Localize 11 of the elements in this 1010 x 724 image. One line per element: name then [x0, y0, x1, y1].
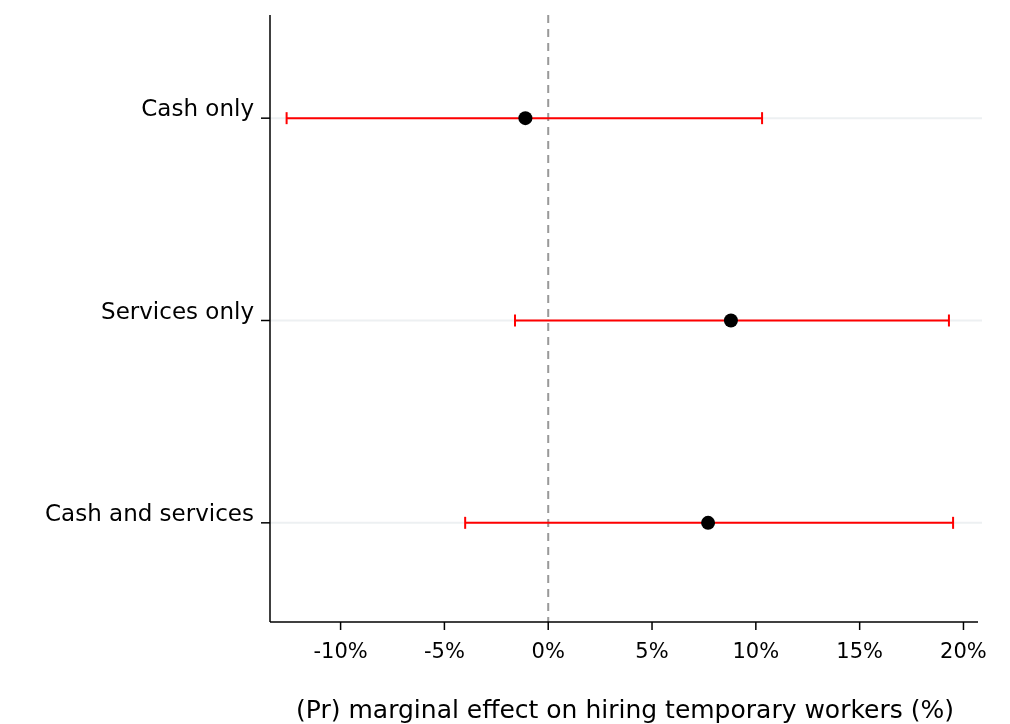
x-tick-label: -10% — [313, 639, 368, 663]
x-tick-label: 5% — [635, 639, 669, 663]
x-tick-label: 20% — [940, 639, 987, 663]
y-tick-label: Cash and services — [45, 499, 254, 526]
x-tick-label: -5% — [423, 639, 465, 663]
x-tick-label: 10% — [732, 639, 780, 663]
x-tick-label: 0% — [531, 639, 565, 663]
x-tick-label: 15% — [836, 639, 883, 663]
y-tick-label: Services only — [101, 297, 254, 324]
x-axis-title: (Pr) marginal effect on hiring temporary workers (%) — [296, 695, 954, 724]
y-tick-label: Cash only — [141, 95, 254, 122]
